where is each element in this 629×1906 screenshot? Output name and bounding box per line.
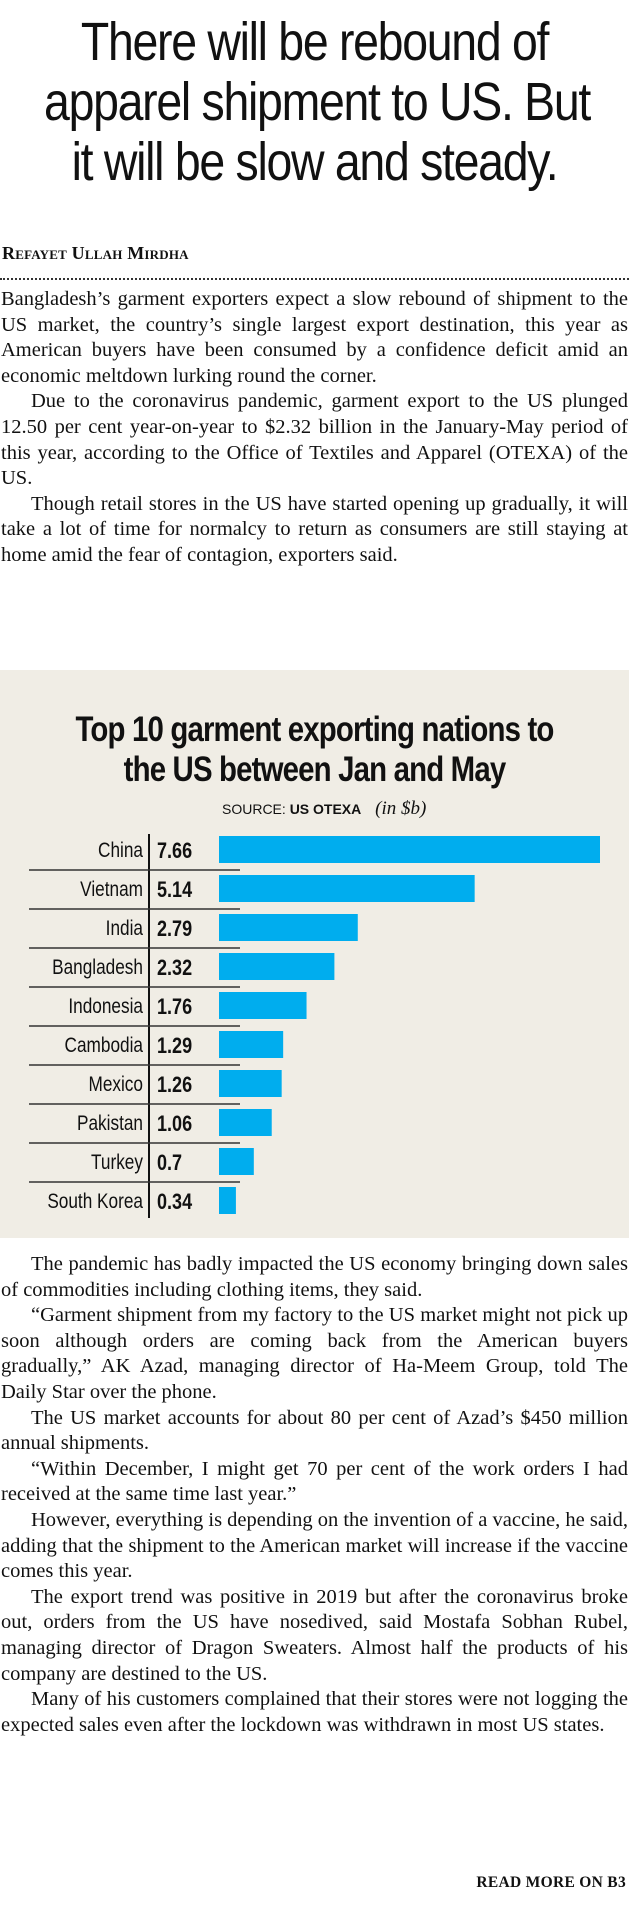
source-label: SOURCE: — [222, 801, 286, 817]
paragraph: The export trend was positive in 2019 bu… — [1, 1585, 628, 1685]
bar-cambodia — [219, 1031, 284, 1058]
value-label: 1.26 — [157, 1073, 192, 1097]
category-label: China — [98, 840, 143, 863]
paragraph: “Within December, I might get 70 per cen… — [1, 1457, 628, 1506]
bar-vietnam — [219, 875, 475, 902]
value-label: 1.76 — [157, 995, 192, 1019]
bar-bangladesh — [219, 953, 335, 980]
headline-line: There will be rebound of — [80, 12, 550, 72]
headline-line: apparel shipment to US. But — [44, 72, 591, 132]
bar-pakistan — [219, 1109, 272, 1136]
category-label: South Korea — [47, 1191, 143, 1214]
bar-chart: China 7.66 Vietnam 5.14 India 2.79 Bangladesh 2… — [29, 834, 600, 1218]
category-label: Cambodia — [65, 1035, 144, 1058]
chart-panel: Top 10 garment exporting nations to the … — [0, 670, 629, 1238]
paragraph: The US market accounts for about 80 per … — [1, 1406, 628, 1455]
bar-india — [219, 914, 358, 941]
paragraph: “Garment shipment from my factory to the… — [1, 1304, 628, 1403]
category-label: Mexico — [88, 1074, 143, 1097]
bar-indonesia — [219, 992, 307, 1019]
bar-china — [219, 836, 600, 863]
value-label: 7.66 — [157, 839, 192, 863]
category-label: India — [106, 918, 144, 941]
paragraph: Bangladesh’s garment exporters expect a … — [1, 288, 628, 387]
value-label: 2.32 — [157, 956, 192, 980]
category-label: Turkey — [91, 1152, 143, 1175]
value-label: 1.06 — [157, 1112, 192, 1136]
chart-source: SOURCE: US OTEXA (in $b) — [222, 798, 426, 820]
paragraph: The pandemic has badly impacted the US e… — [1, 1253, 628, 1301]
chart-title-line: Top 10 garment exporting nations to — [75, 710, 554, 749]
intro-text: Bangladesh’s garment exporters expect a … — [1, 287, 628, 569]
headline-line: it will be slow and steady. — [71, 132, 559, 192]
byline: Refayet Ullah Mirdha — [2, 243, 189, 263]
category-label: Indonesia — [68, 996, 143, 1019]
value-label: 0.7 — [157, 1151, 182, 1175]
headline: There will be rebound of apparel shipmen… — [44, 12, 591, 192]
paragraph: Though retail stores in the US have star… — [1, 492, 628, 566]
chart-title: Top 10 garment exporting nations to the … — [50, 710, 578, 790]
paragraph: However, everything is depending on the … — [1, 1508, 628, 1583]
category-label: Pakistan — [77, 1113, 143, 1136]
dotted-divider — [0, 278, 629, 280]
bar-south-korea — [219, 1187, 236, 1214]
source-name: US OTEXA — [289, 801, 362, 817]
category-label: Vietnam — [80, 879, 143, 902]
category-label: Bangladesh — [52, 957, 143, 980]
body-text: The pandemic has badly impacted the US e… — [1, 1252, 628, 1738]
bar-mexico — [219, 1070, 282, 1097]
read-more-link[interactable]: READ MORE ON B3 — [476, 1874, 626, 1891]
chart-title-line: the US between Jan and May — [123, 750, 507, 789]
value-label: 1.29 — [157, 1034, 192, 1058]
value-label: 5.14 — [157, 878, 193, 902]
bar-turkey — [219, 1148, 254, 1175]
value-label: 0.34 — [157, 1190, 193, 1214]
paragraph: Due to the coronavirus pandemic, garment… — [1, 390, 628, 490]
value-label: 2.79 — [157, 917, 192, 941]
paragraph: Many of his customers complained that th… — [1, 1688, 628, 1736]
unit-label: (in $b) — [375, 798, 427, 819]
